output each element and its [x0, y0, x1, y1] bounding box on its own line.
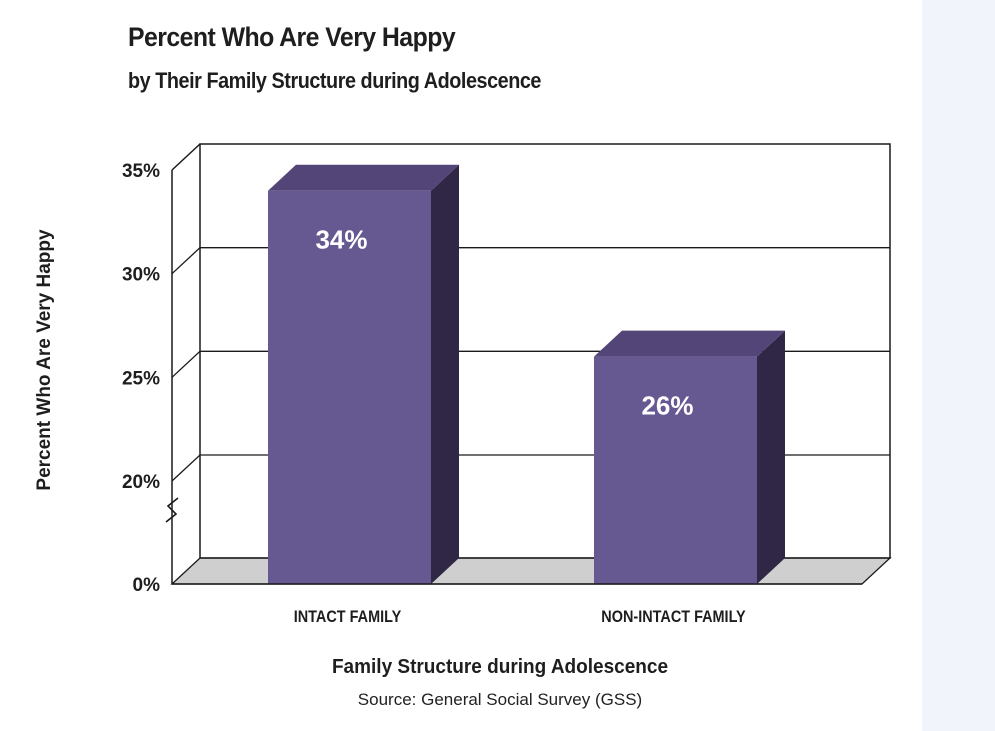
chart-title: Percent Who Are Very Happy: [128, 22, 456, 52]
y-tick-label: 0%: [133, 575, 161, 596]
bar-data-label: 26%: [641, 391, 693, 421]
bar: [594, 356, 757, 584]
y-tick-label: 35%: [122, 161, 160, 182]
source-note: Source: General Social Survey (GSS): [357, 690, 643, 709]
bar-top: [268, 164, 459, 191]
gridline: [171, 247, 890, 275]
chart-subtitle: by Their Family Structure during Adolesc…: [128, 68, 541, 93]
x-tick-label: INTACT FAMILY: [294, 608, 402, 626]
side-panel: [922, 0, 995, 731]
bar-side: [431, 164, 459, 584]
x-tick-label: NON-INTACT FAMILY: [601, 608, 746, 626]
bar-top: [594, 330, 785, 357]
bar-data-label: 34%: [315, 225, 367, 255]
bar: [268, 190, 431, 584]
bar-side: [757, 330, 785, 584]
y-tick-label: 30%: [122, 265, 160, 286]
y-axis-label: Percent Who Are Very Happy: [34, 229, 55, 491]
y-tick-label: 20%: [122, 472, 160, 493]
x-axis-label: Family Structure during Adolescence: [331, 656, 669, 678]
axis-break-mark: [165, 497, 179, 523]
y-tick-label: 25%: [122, 368, 160, 389]
side-wall-edge: [171, 143, 201, 171]
